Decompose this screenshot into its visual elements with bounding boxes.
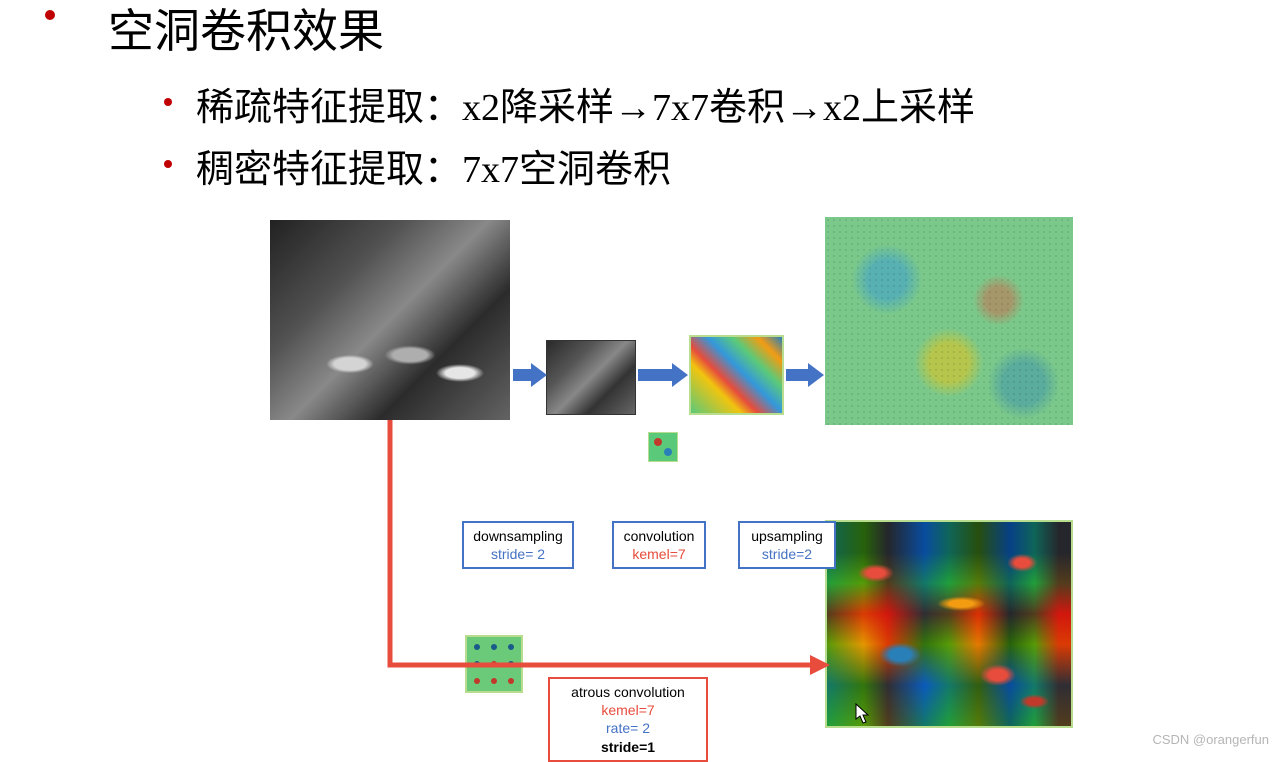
- conv-output-small: [689, 335, 784, 415]
- label-atrous-stride: stride=1: [558, 738, 698, 756]
- label-up-title: upsampling: [748, 527, 826, 545]
- atrous-output: [825, 520, 1073, 728]
- diagram-container: downsampling stride= 2 convolution kemel…: [0, 215, 1287, 735]
- label-atrous-rate: rate= 2: [558, 719, 698, 737]
- upsampled-output: [825, 217, 1073, 425]
- downsampled-image: [546, 340, 636, 415]
- label-down-param: stride= 2: [472, 545, 564, 563]
- cursor-icon: [855, 703, 871, 725]
- sub-bullet-1: [164, 98, 172, 106]
- sparse-dotted-overlay: [825, 217, 1073, 425]
- source-image: [270, 220, 510, 420]
- watermark-text: CSDN @orangerfun: [1152, 732, 1269, 747]
- title-text: 空洞卷积效果: [108, 0, 384, 61]
- label-up-param: stride=2: [748, 545, 826, 563]
- label-convolution: convolution kemel=7: [612, 521, 706, 569]
- arrow-downsample: [513, 363, 547, 387]
- main-bullet: [45, 10, 55, 20]
- arrow-convolution: [638, 363, 688, 387]
- label-downsampling: downsampling stride= 2: [462, 521, 574, 569]
- sub-text-2: 稠密特征提取：7x7空洞卷积: [196, 138, 671, 193]
- label-upsampling: upsampling stride=2: [738, 521, 836, 569]
- label-down-title: downsampling: [472, 527, 564, 545]
- label-atrous: atrous convolution kemel=7 rate= 2 strid…: [548, 677, 708, 762]
- label-atrous-title: atrous convolution: [558, 683, 698, 701]
- sub-text-1: 稀疏特征提取：x2降采样→7x7卷积→x2上采样: [196, 76, 975, 131]
- arrow-upsample: [786, 363, 824, 387]
- label-conv-param: kemel=7: [622, 545, 696, 563]
- label-atrous-kernel: kemel=7: [558, 701, 698, 719]
- sub-bullet-2: [164, 160, 172, 168]
- label-conv-title: convolution: [622, 527, 696, 545]
